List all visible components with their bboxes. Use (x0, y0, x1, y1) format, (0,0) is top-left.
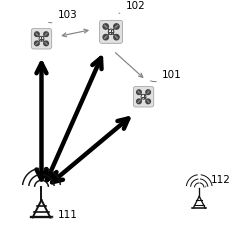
Circle shape (108, 29, 114, 34)
Ellipse shape (44, 42, 48, 45)
Circle shape (103, 24, 108, 29)
Text: 102: 102 (119, 1, 145, 13)
FancyBboxPatch shape (31, 29, 52, 49)
Circle shape (44, 32, 49, 37)
Ellipse shape (35, 42, 38, 45)
FancyBboxPatch shape (100, 20, 122, 43)
Ellipse shape (137, 91, 140, 94)
Circle shape (146, 99, 150, 104)
Ellipse shape (114, 25, 118, 28)
Ellipse shape (146, 91, 150, 94)
Circle shape (44, 41, 49, 46)
FancyBboxPatch shape (133, 87, 154, 107)
Circle shape (103, 35, 108, 40)
Circle shape (40, 38, 43, 40)
Circle shape (34, 32, 39, 37)
Ellipse shape (114, 35, 118, 39)
Ellipse shape (104, 25, 108, 28)
Circle shape (146, 90, 150, 94)
Circle shape (114, 35, 119, 40)
Ellipse shape (35, 32, 38, 36)
Circle shape (137, 90, 141, 94)
Circle shape (137, 99, 141, 104)
Circle shape (110, 30, 112, 33)
Circle shape (141, 95, 146, 99)
Text: 103: 103 (48, 10, 77, 23)
Ellipse shape (137, 100, 140, 103)
Ellipse shape (146, 100, 150, 103)
Circle shape (114, 24, 119, 29)
Text: 111: 111 (51, 210, 78, 220)
Circle shape (39, 37, 44, 41)
Text: 112: 112 (205, 175, 231, 187)
Circle shape (34, 41, 39, 46)
Ellipse shape (104, 35, 108, 39)
Text: 101: 101 (150, 70, 182, 82)
Ellipse shape (44, 32, 48, 36)
Circle shape (142, 96, 145, 98)
